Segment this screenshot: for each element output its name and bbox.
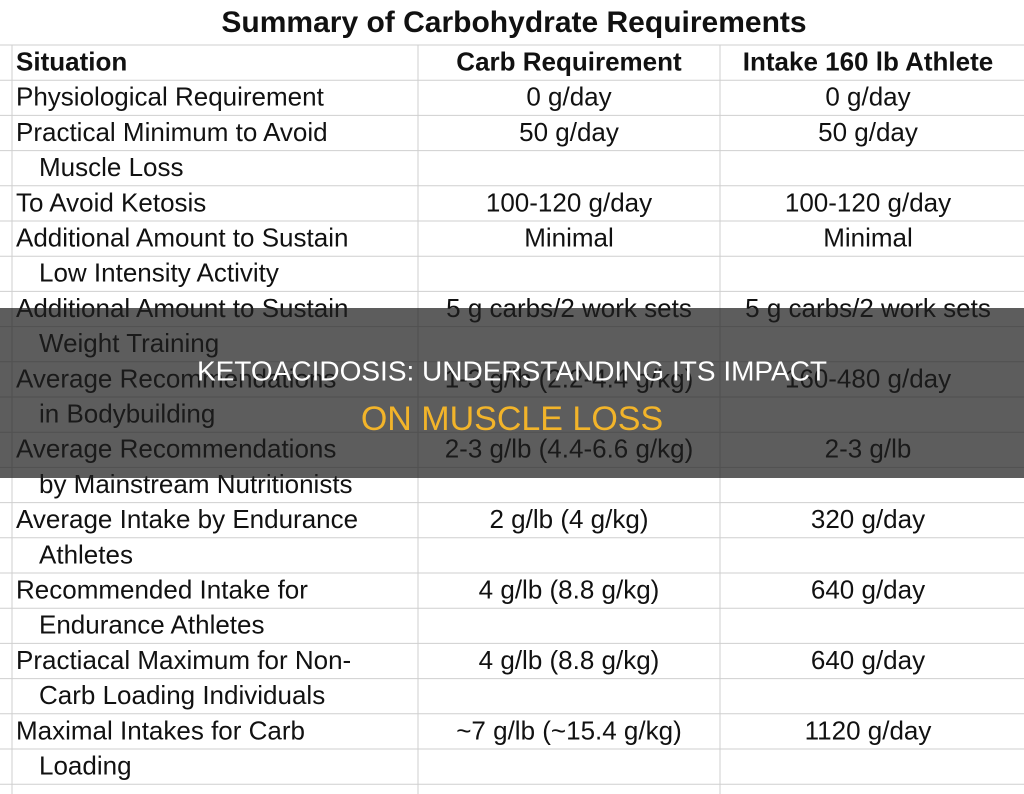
intake-cell: Minimal	[823, 222, 913, 252]
carb-cell: ~7 g/lb (~15.4 g/kg)	[456, 715, 681, 745]
situation-cell: Additional Amount to Sustain	[16, 222, 348, 252]
situation-cell: Practical Minimum to Avoid	[16, 117, 328, 147]
carb-cell: 2 g/lb (4 g/kg)	[490, 504, 649, 534]
intake-cell: 0 g/day	[825, 82, 910, 112]
header-cell: Situation	[16, 46, 127, 76]
situation-cell: To Avoid Ketosis	[16, 187, 206, 217]
intake-cell: 320 g/day	[811, 504, 925, 534]
situation-cell: Low Intensity Activity	[39, 258, 279, 288]
carb-cell: 4 g/lb (8.8 g/kg)	[479, 574, 660, 604]
situation-cell: Maximal Intakes for Carb	[16, 715, 305, 745]
header-cell: Carb Requirement	[456, 46, 682, 76]
situation-cell: Endurance Athletes	[39, 610, 265, 640]
overlay-band	[0, 308, 1024, 478]
carb-cell: 100-120 g/day	[486, 187, 652, 217]
intake-cell: 640 g/day	[811, 645, 925, 675]
overlay-title: ON MUSCLE LOSS	[361, 400, 663, 438]
situation-cell: Loading	[39, 750, 132, 780]
intake-cell: 640 g/day	[811, 574, 925, 604]
intake-cell: 100-120 g/day	[785, 187, 951, 217]
intake-cell: 50 g/day	[818, 117, 918, 147]
carb-cell: 50 g/day	[519, 117, 619, 147]
table-title: Summary of Carbohydrate Requirements	[221, 6, 806, 39]
carb-cell: 4 g/lb (8.8 g/kg)	[479, 645, 660, 675]
situation-cell: Physiological Requirement	[16, 82, 325, 112]
intake-cell: 1120 g/day	[805, 715, 932, 745]
header-cell: Intake 160 lb Athlete	[743, 46, 993, 76]
carb-cell: Minimal	[524, 222, 614, 252]
situation-cell: Practiacal Maximum for Non-	[16, 645, 351, 675]
situation-cell: Carb Loading Individuals	[39, 680, 325, 710]
situation-cell: Muscle Loss	[39, 152, 184, 182]
situation-cell: Average Intake by Endurance	[16, 504, 358, 534]
situation-cell: Recommended Intake for	[16, 574, 308, 604]
carb-cell: 0 g/day	[526, 82, 611, 112]
overlay-title: KETOACIDOSIS: UNDERSTANDING ITS IMPACT	[197, 355, 827, 386]
situation-cell: Athletes	[39, 539, 133, 569]
